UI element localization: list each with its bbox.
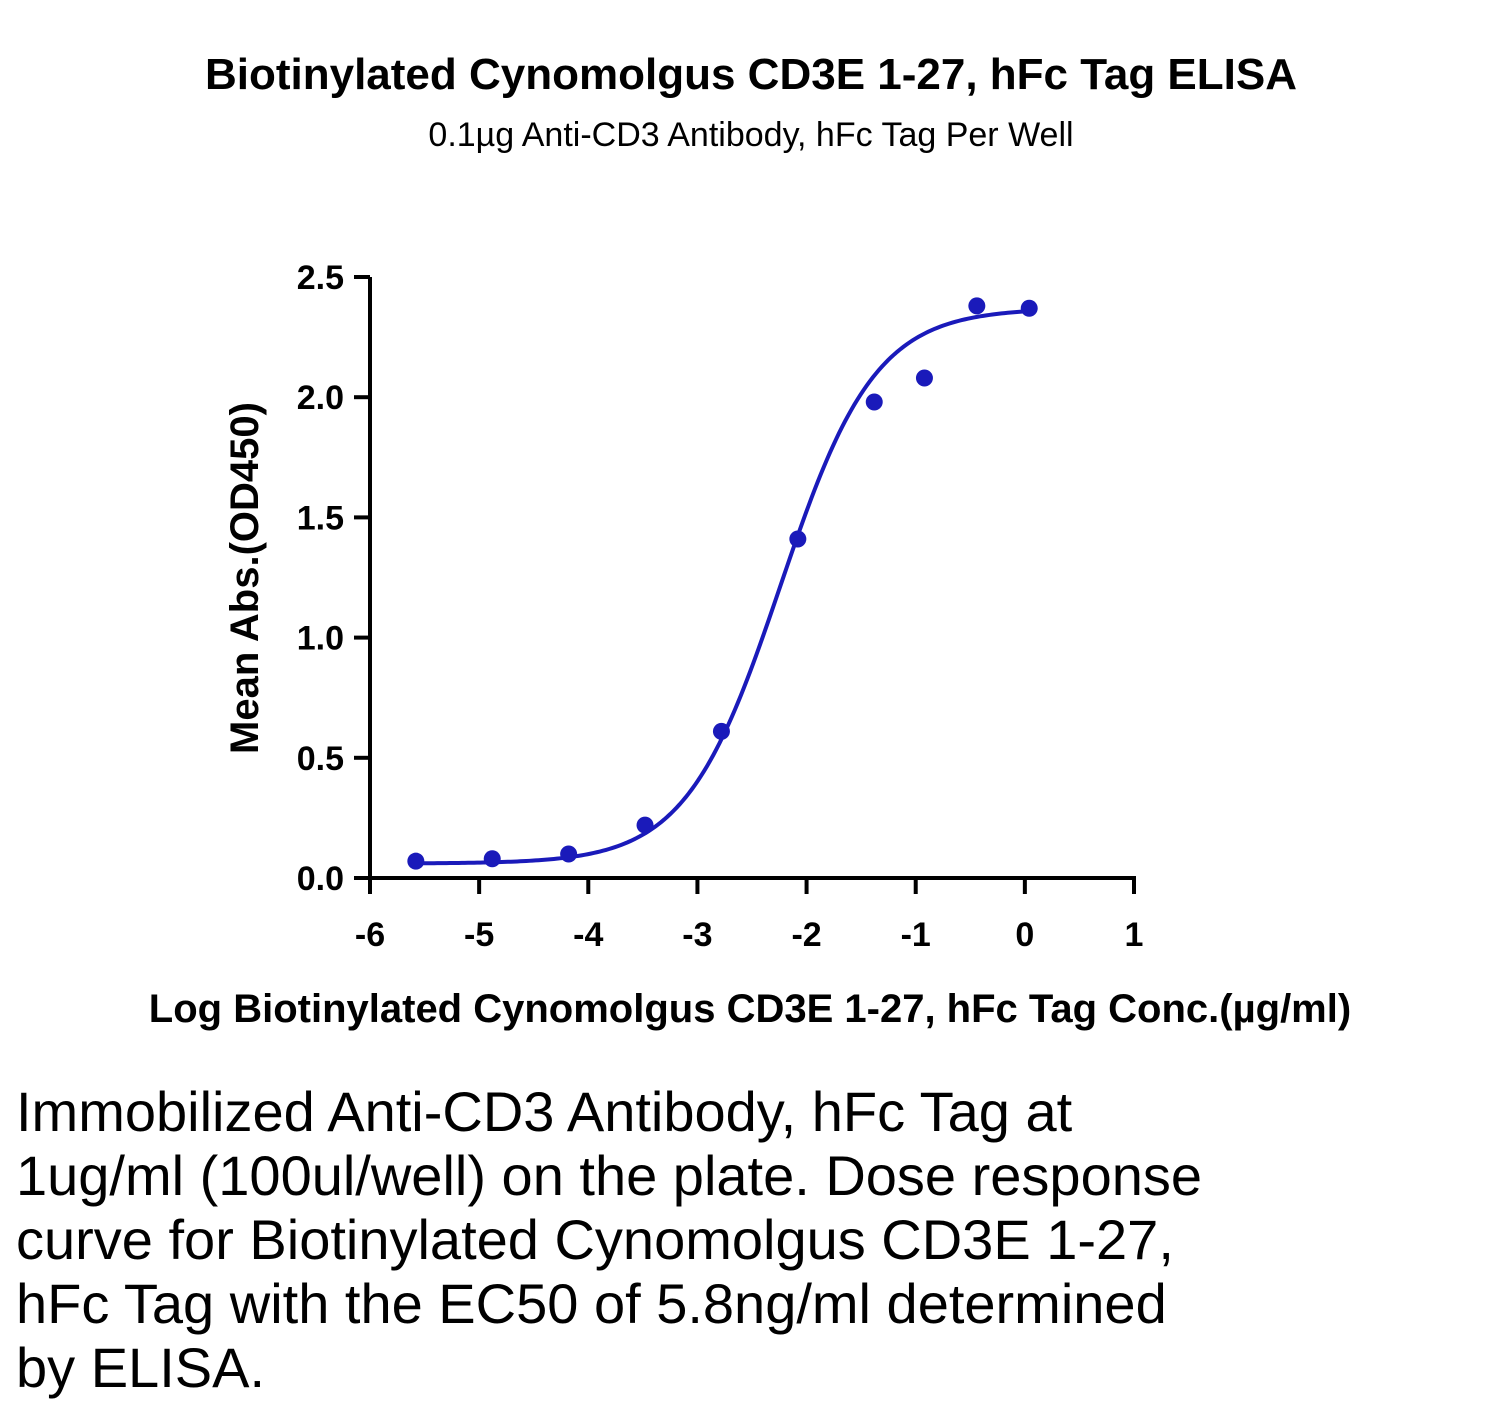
x-tick-label: -6 [355, 916, 385, 954]
x-tick-label: -3 [682, 916, 712, 954]
x-tick-label: -5 [464, 916, 494, 954]
data-point [789, 530, 807, 548]
axes [368, 277, 1136, 880]
x-tick-label: -1 [901, 916, 931, 954]
fit-curve [415, 309, 1030, 866]
y-tick-label: 1.0 [297, 620, 344, 658]
y-tick-label: 2.5 [297, 259, 344, 297]
y-axis-ticks: 0.0 0.5 1.0 1.5 2.0 2.5 [297, 259, 370, 898]
data-point [560, 845, 578, 863]
y-tick-label: 0.5 [297, 740, 344, 778]
x-axis-title: Log Biotinylated Cynomolgus CD3E 1-27, h… [149, 987, 1351, 1031]
dose-response-chart: -6 -5 -4 -3 -2 -1 0 1 0.0 0.5 1.0 1.5 2.0 2.5 Mean A… [149, 259, 1351, 1031]
y-tick-label: 1.5 [297, 499, 344, 537]
x-axis-ticks: -6 -5 -4 -3 -2 -1 0 1 [355, 878, 1144, 954]
y-tick-label: 0.0 [297, 860, 344, 898]
x-tick-label: -2 [791, 916, 821, 954]
data-point [1020, 299, 1038, 317]
y-axis-title: Mean Abs.(OD450) [223, 402, 267, 754]
x-tick-label: -4 [573, 916, 603, 954]
data-point [915, 369, 933, 387]
chart-subtitle: 0.1µg Anti-CD3 Antibody, hFc Tag Per Wel… [428, 116, 1074, 154]
data-points [407, 297, 1038, 870]
data-point [636, 816, 654, 834]
figure-caption: Immobilized Anti-CD3 Antibody, hFc Tag a… [16, 1080, 1203, 1399]
x-tick-label: 1 [1125, 916, 1144, 954]
chart-title: Biotinylated Cynomolgus CD3E 1-27, hFc T… [204, 50, 1297, 99]
data-point [968, 297, 986, 315]
data-point [407, 852, 425, 870]
y-tick-label: 2.0 [297, 379, 344, 417]
data-point [483, 850, 501, 868]
data-point [712, 722, 730, 740]
data-point [865, 393, 883, 411]
x-tick-label: 0 [1015, 916, 1034, 954]
